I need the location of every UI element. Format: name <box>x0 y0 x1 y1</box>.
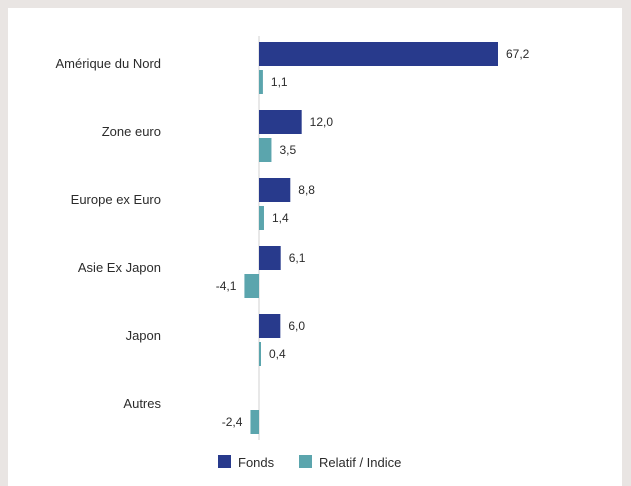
bar-fonds-japon <box>259 314 281 338</box>
value-label-fonds-zone-euro: 12,0 <box>310 115 334 129</box>
value-label-relatif-indice-asie-ex-japon: -4,1 <box>216 279 237 293</box>
bar-fonds-amerique-du-nord <box>259 42 498 66</box>
value-label-relatif-indice-japon: 0,4 <box>269 347 286 361</box>
category-label-asie-ex-japon: Asie Ex Japon <box>78 260 161 275</box>
bar-relatif-indice-amerique-du-nord <box>259 70 263 94</box>
category-label-zone-euro: Zone euro <box>102 124 161 139</box>
bar-relatif-indice-zone-euro <box>259 138 272 162</box>
category-label-japon: Japon <box>126 328 161 343</box>
value-label-relatif-indice-zone-euro: 3,5 <box>279 143 296 157</box>
bar-fonds-zone-euro <box>259 110 302 134</box>
chart-panel: Amérique du Nord Zone euro Europe ex Euro A… <box>8 8 622 486</box>
category-label-amerique-du-nord: Amérique du Nord <box>56 56 162 71</box>
legend-swatch-fonds <box>218 455 231 468</box>
legend: Fonds Relatif / Indice <box>218 455 401 470</box>
bar-relatif-indice-japon <box>259 342 261 366</box>
category-label-autres: Autres <box>123 396 161 411</box>
legend-swatch-relatif-indice <box>299 455 312 468</box>
legend-label-relatif-indice: Relatif / Indice <box>319 455 401 470</box>
bar-relatif-indice-asie-ex-japon <box>244 274 259 298</box>
value-label-relatif-indice-amerique-du-nord: 1,1 <box>271 75 288 89</box>
value-label-relatif-indice-europe-ex-euro: 1,4 <box>272 211 289 225</box>
bar-fonds-asie-ex-japon <box>259 246 281 270</box>
value-label-fonds-amerique-du-nord: 67,2 <box>506 47 530 61</box>
value-label-relatif-indice-autres: -2,4 <box>222 415 243 429</box>
bar-relatif-indice-autres <box>250 410 259 434</box>
value-label-fonds-asie-ex-japon: 6,1 <box>289 251 306 265</box>
bar-chart: Amérique du Nord Zone euro Europe ex Euro A… <box>56 36 530 470</box>
category-label-europe-ex-euro: Europe ex Euro <box>71 192 161 207</box>
value-label-fonds-japon: 6,0 <box>288 319 305 333</box>
bar-fonds-europe-ex-euro <box>259 178 291 202</box>
bar-relatif-indice-europe-ex-euro <box>259 206 264 230</box>
legend-label-fonds: Fonds <box>238 455 275 470</box>
value-label-fonds-europe-ex-euro: 8,8 <box>298 183 315 197</box>
